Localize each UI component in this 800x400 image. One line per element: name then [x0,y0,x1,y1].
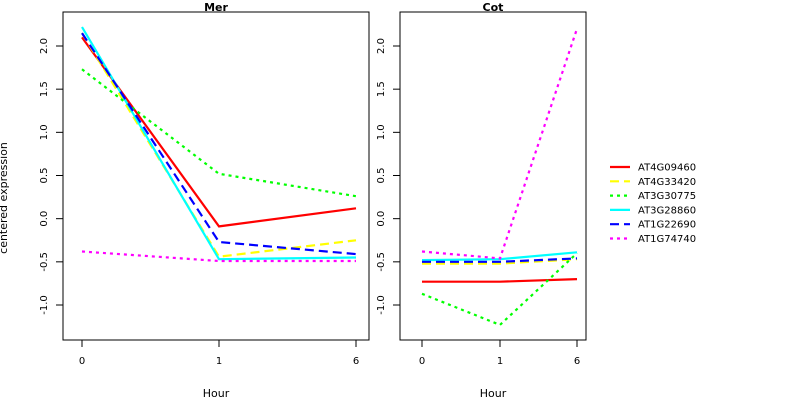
y-tick-label: 1.5 [376,81,387,97]
y-tick-label: 0.0 [39,211,50,227]
chart-title: Mer [204,1,228,14]
y-tick-label: -1.0 [376,295,387,315]
y-tick-label: 1.5 [39,81,50,97]
legend: AT4G09460 AT4G33420 AT3G30775 AT3G28860 AT1G… [610,163,696,245]
y-tick-label: 2.0 [39,38,50,54]
series-line-at4g33420 [422,258,578,265]
legend-label: AT3G28860 [638,205,696,216]
y-tick-label: 0.5 [39,168,50,184]
legend-label: AT3G30775 [638,191,696,202]
legend-entry: AT3G28860 [610,205,696,216]
legend-entry: AT4G33420 [610,177,696,188]
series-line-at1g22690 [422,257,578,263]
legend-entry: AT1G74740 [610,234,696,245]
y-tick-label: 2.0 [376,38,387,54]
x-tick-label: 6 [353,356,359,367]
x-tick-label: 0 [419,356,425,367]
series-line-at1g22690 [81,32,357,256]
chart-title: Cot [483,1,504,14]
series-line-at3g28860 [81,26,357,261]
y-tick-label: 1.0 [376,124,387,140]
x-tick-label: 0 [79,356,85,367]
x-axis-label: Hour [480,387,507,400]
legend-label: AT4G09460 [638,163,696,174]
series-line-at1g74740 [421,28,579,260]
legend-label: AT4G33420 [638,177,696,188]
x-tick-label: 1 [216,356,222,367]
x-axis-label: Hour [203,387,230,400]
y-tick-label: 0.0 [376,211,387,227]
chart-panel-cot: Cot 0 1 6 -1.0 -0.5 0.0 0.5 1.0 1.5 2.0 Hour [376,1,587,400]
legend-entry: AT1G22690 [610,220,696,231]
x-tick-label: 1 [497,356,503,367]
series-line-at4g09460 [81,36,357,228]
legend-entry: AT3G30775 [610,191,696,202]
legend-label: AT1G74740 [638,234,696,245]
series-line-at3g30775 [421,252,578,327]
series-line-at3g30775 [81,68,357,198]
plot-frame [62,11,370,341]
chart-panel-mer: Mer 0 1 6 -1.0 -0.5 0.0 0.5 1.0 1.5 2.0 Hour [39,1,370,400]
y-tick-label: 0.5 [376,168,387,184]
series-line-at4g09460 [422,278,578,283]
y-tick-label: 1.0 [39,124,50,140]
series-line-at4g33420 [81,32,357,258]
y-tick-label: -0.5 [376,252,387,272]
legend-entry: AT4G09460 [610,163,696,174]
figure-ylabel: centered expression [0,142,10,254]
legend-label: AT1G22690 [638,220,696,231]
y-tick-label: -0.5 [39,252,50,272]
panels: Mer 0 1 6 -1.0 -0.5 0.0 0.5 1.0 1.5 2.0 Hour Cot 0 1 6 -… [39,1,587,400]
x-tick-label: 6 [574,356,580,367]
y-tick-label: -1.0 [39,295,50,315]
plot-frame [399,11,587,341]
